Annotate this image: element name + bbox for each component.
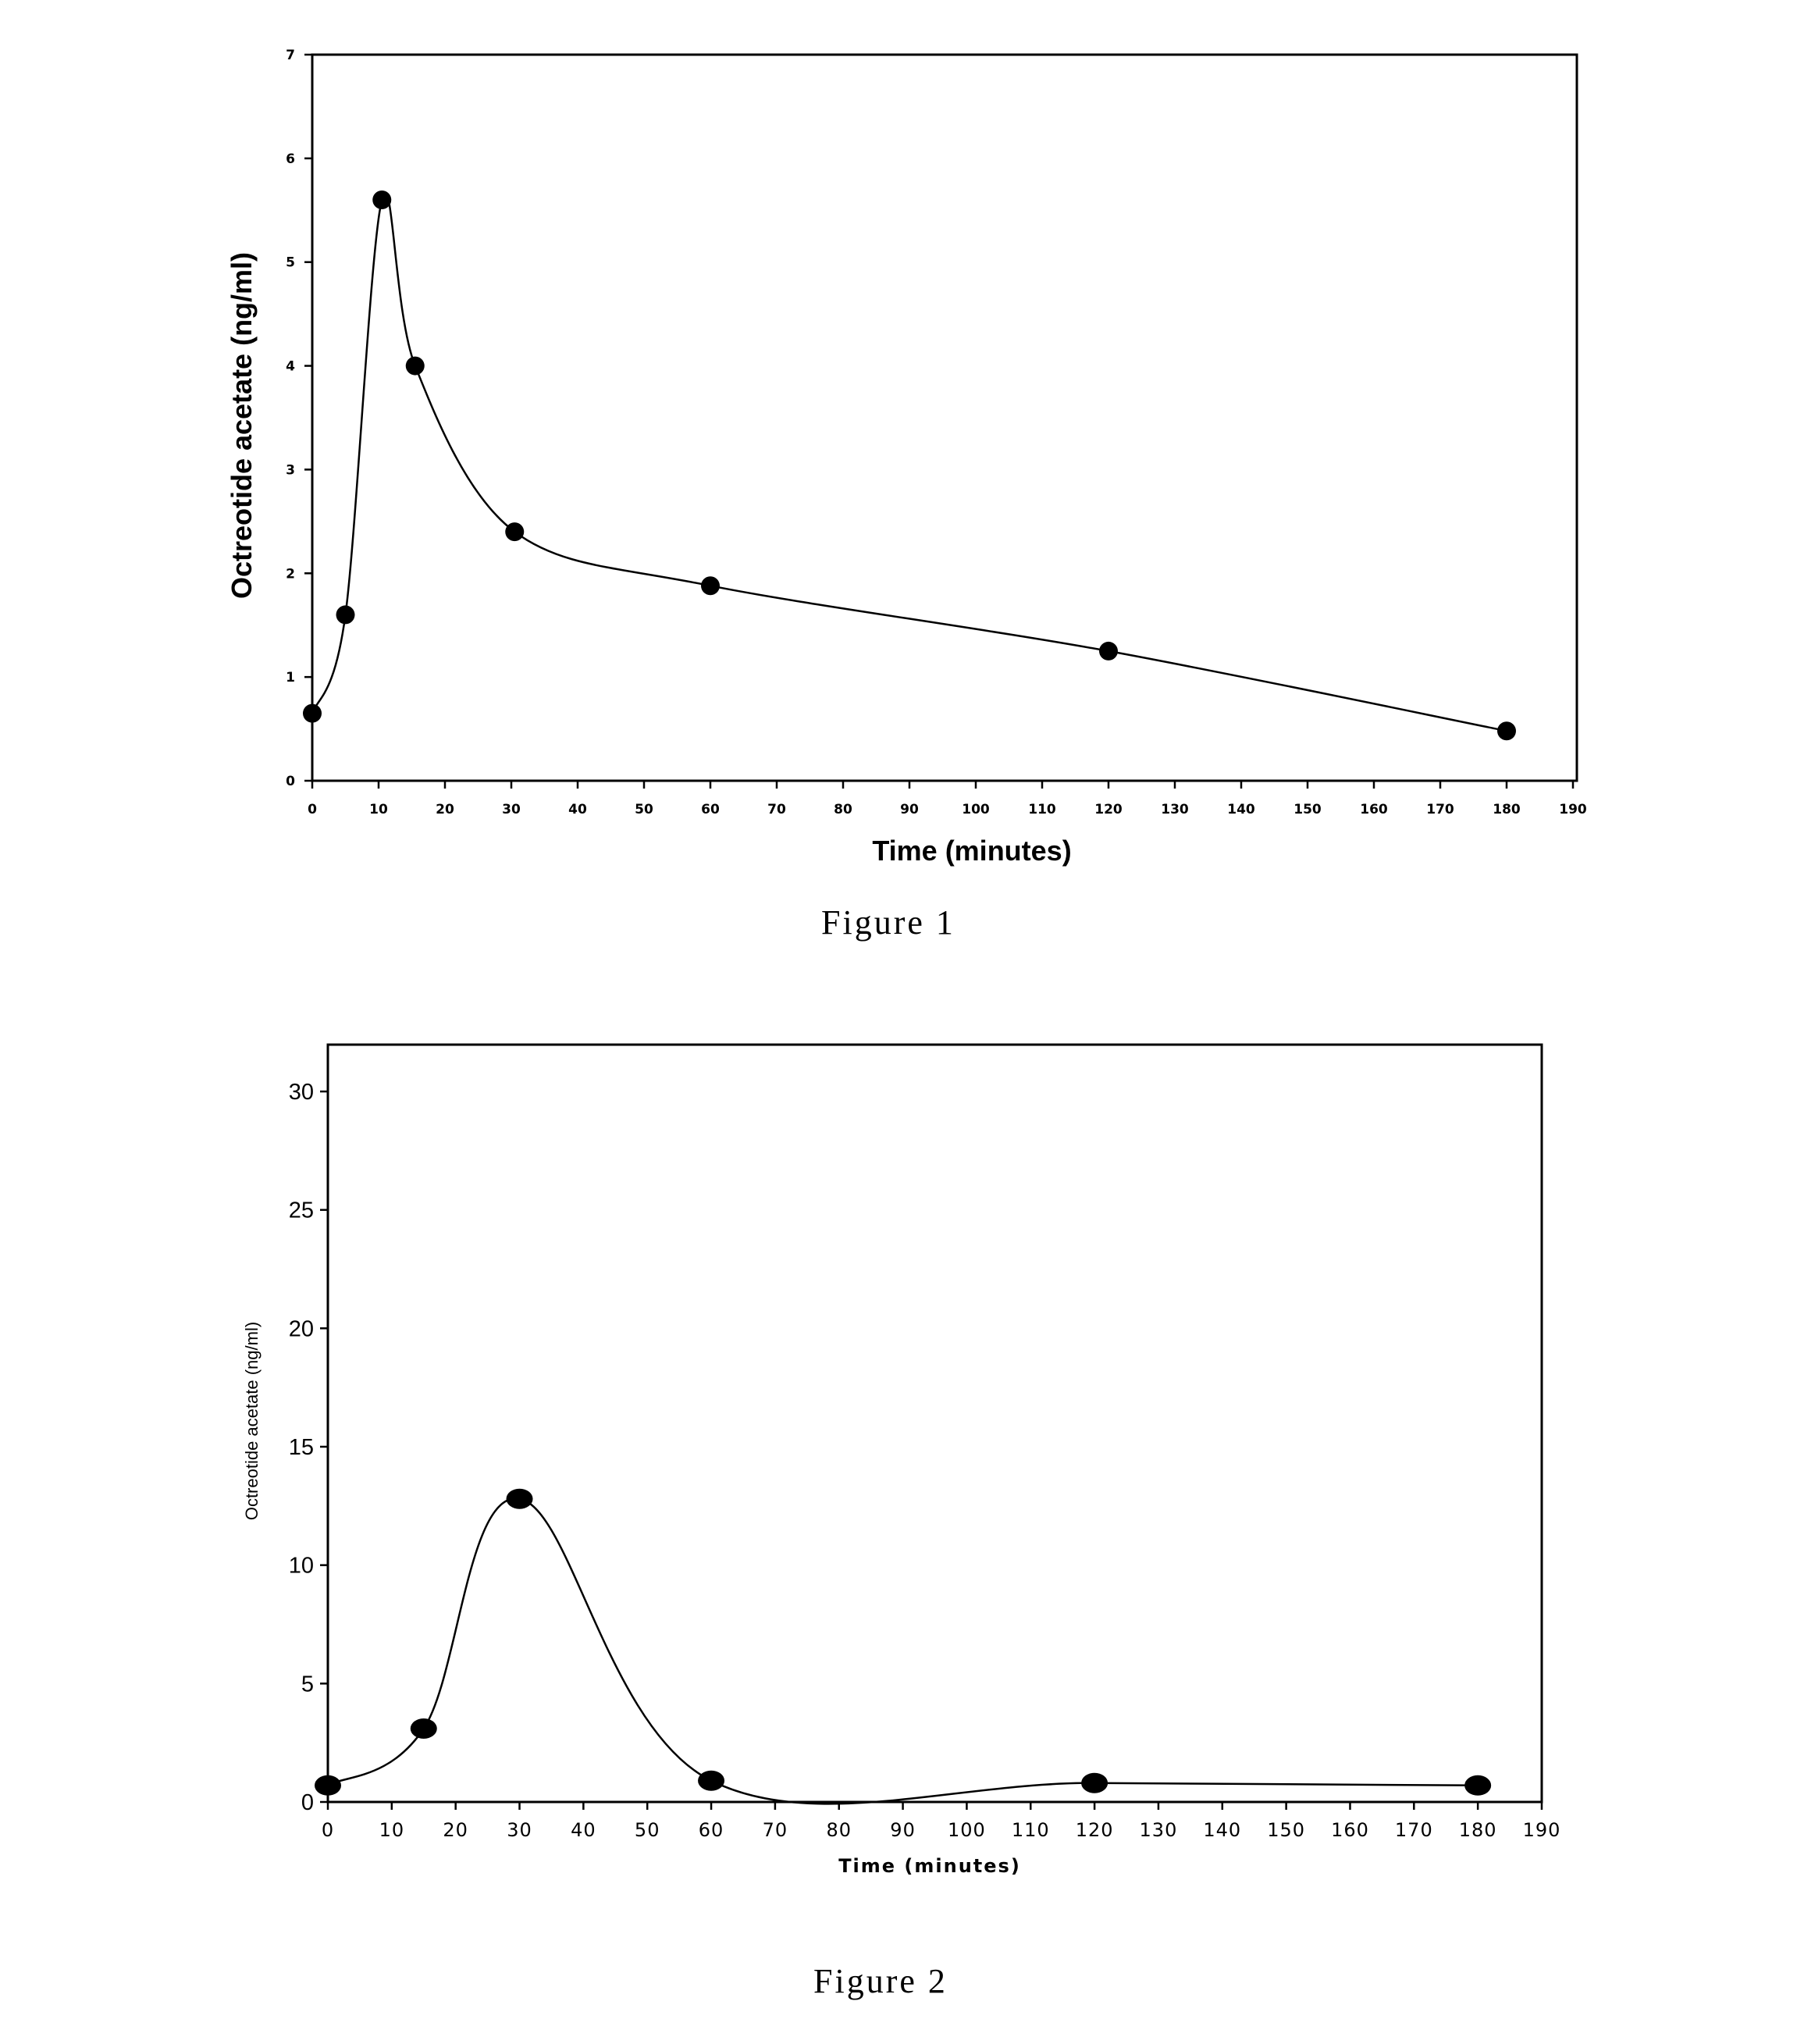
c1-data-point-0	[303, 704, 322, 723]
c1-data-point-5	[701, 576, 720, 595]
chart-1-plot-frame	[312, 55, 1577, 781]
c2-x-tick-label-6: 60	[699, 1819, 724, 1841]
c2-x-tick-label-17: 170	[1395, 1819, 1433, 1841]
c1-x-tick-label-5: 50	[635, 802, 653, 817]
c2-x-tick-label-16: 160	[1331, 1819, 1369, 1841]
c1-x-tick-label-7: 70	[767, 802, 786, 817]
c2-y-tick-label-1: 5	[301, 1672, 314, 1697]
c2-y-tick-label-5: 25	[289, 1198, 314, 1223]
chart-1-y-ticks: 0 1 2 3 4 5 6 7	[286, 48, 312, 789]
chart-2-series-line	[328, 1498, 1478, 1804]
chart-1-caption: Figure 1	[821, 903, 955, 942]
chart-1-series-line	[312, 194, 1507, 732]
c1-data-point-3	[406, 357, 425, 376]
c2-data-point-4	[1081, 1773, 1108, 1793]
c1-x-tick-label-18: 180	[1493, 802, 1521, 817]
c1-y-tick-label-1: 1	[286, 670, 295, 685]
c2-y-tick-label-4: 20	[289, 1316, 314, 1341]
c2-data-point-0	[315, 1775, 341, 1796]
c2-y-tick-label-2: 10	[289, 1554, 314, 1579]
c2-data-point-1	[411, 1718, 437, 1739]
chart-1-x-ticks: 0 10 20 30 40 50 60 70 80 90 100 110 120 130 140 150 160…	[308, 781, 1587, 817]
c1-x-tick-label-10: 100	[962, 802, 990, 817]
chart-2-points	[315, 1489, 1491, 1796]
c2-x-tick-label-0: 0	[322, 1819, 334, 1841]
c2-y-tick-label-6: 30	[289, 1080, 314, 1105]
c1-data-point-6	[1099, 642, 1118, 661]
chart-1: 0 1 2 3 4 5 6 7 0 10 20 30 40 50 60 70 80 90 100 110 120 130…	[226, 48, 1587, 942]
c1-x-tick-label-15: 150	[1293, 802, 1322, 817]
c1-x-tick-label-8: 80	[834, 802, 852, 817]
c2-x-tick-label-12: 120	[1076, 1819, 1114, 1841]
c2-y-tick-label-3: 15	[289, 1435, 314, 1460]
c1-data-point-4	[505, 522, 524, 541]
c1-y-tick-label-6: 6	[286, 151, 295, 167]
c1-y-tick-label-7: 7	[286, 48, 295, 63]
c1-data-point-7	[1497, 721, 1516, 740]
c1-y-tick-label-4: 4	[286, 359, 295, 375]
c2-data-point-5	[1464, 1775, 1491, 1796]
c2-x-tick-label-19: 190	[1523, 1819, 1561, 1841]
c2-x-tick-label-13: 130	[1140, 1819, 1178, 1841]
c1-x-tick-label-17: 170	[1426, 802, 1454, 817]
chart-2-caption: Figure 2	[813, 1962, 948, 2000]
c2-x-tick-label-10: 100	[948, 1819, 986, 1841]
c1-x-tick-label-13: 130	[1161, 802, 1189, 817]
chart-2-ylabel: Octreotide acetate (ng/ml)	[242, 1322, 262, 1520]
c1-y-tick-label-0: 0	[286, 774, 295, 789]
c1-x-tick-label-9: 90	[900, 802, 919, 817]
c1-data-point-2	[372, 191, 391, 209]
c1-x-tick-label-6: 60	[701, 802, 720, 817]
chart-1-xlabel: Time (minutes)	[872, 835, 1071, 867]
c2-x-tick-label-2: 20	[443, 1819, 468, 1841]
c2-x-tick-label-3: 30	[507, 1819, 532, 1841]
c2-x-tick-label-5: 50	[635, 1819, 660, 1841]
c2-x-tick-label-9: 90	[890, 1819, 916, 1841]
c1-x-tick-label-11: 110	[1028, 802, 1056, 817]
chart-1-points	[303, 191, 1516, 740]
c2-x-tick-label-14: 140	[1203, 1819, 1241, 1841]
c1-data-point-1	[336, 605, 355, 624]
c1-x-tick-label-4: 40	[568, 802, 587, 817]
c2-x-tick-label-15: 150	[1267, 1819, 1305, 1841]
c2-data-point-2	[507, 1489, 533, 1509]
c2-data-point-3	[698, 1771, 724, 1791]
c1-x-tick-label-1: 10	[369, 802, 388, 817]
chart-1-ylabel: Octreotide acetate (ng/ml)	[226, 252, 258, 599]
c2-y-tick-label-0: 0	[301, 1790, 314, 1815]
c1-x-tick-label-2: 20	[436, 802, 454, 817]
c1-y-tick-label-2: 2	[286, 566, 295, 582]
c1-x-tick-label-12: 120	[1094, 802, 1123, 817]
chart-2-plot-frame	[328, 1045, 1542, 1802]
c1-x-tick-label-0: 0	[308, 802, 317, 817]
c2-x-tick-label-11: 110	[1012, 1819, 1050, 1841]
c2-x-tick-label-4: 40	[571, 1819, 596, 1841]
c1-x-tick-label-3: 30	[502, 802, 521, 817]
c1-x-tick-label-16: 160	[1360, 802, 1388, 817]
c2-x-tick-label-7: 70	[763, 1819, 788, 1841]
c1-x-tick-label-14: 140	[1227, 802, 1255, 817]
c1-y-tick-label-3: 3	[286, 462, 295, 478]
chart-2-x-ticks: 0 10 20 30 40 50 60 70 80 90 100 110 120 130 140 150 160…	[322, 1802, 1561, 1841]
chart-2-y-ticks: 0 5 10 15 20 25 30	[289, 1080, 328, 1815]
c1-x-tick-label-19: 190	[1559, 802, 1587, 817]
c1-y-tick-label-5: 5	[286, 255, 295, 271]
c2-x-tick-label-8: 80	[826, 1819, 852, 1841]
chart-2: 0 5 10 15 20 25 30 0 10 20 30 40 50 60 70 80 90 100 110 12…	[242, 1045, 1560, 2000]
c2-x-tick-label-18: 180	[1459, 1819, 1497, 1841]
chart-2-xlabel: Time (minutes)	[838, 1855, 1021, 1877]
c2-x-tick-label-1: 10	[379, 1819, 405, 1841]
